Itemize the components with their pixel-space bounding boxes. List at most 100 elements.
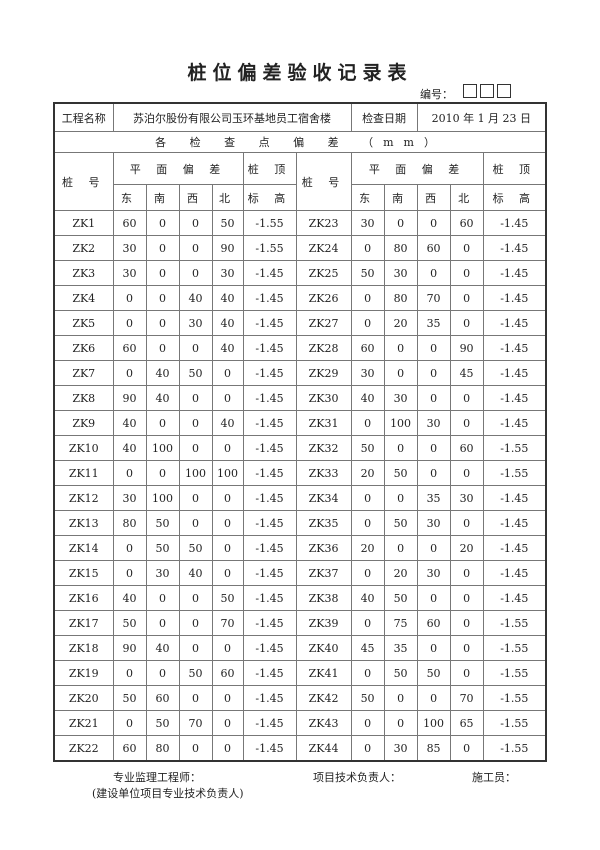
pile-id-cell: ZK4	[53, 285, 114, 311]
east-cell: 20	[350, 535, 385, 561]
elevation-cell: -1.45	[242, 435, 297, 461]
west-cell: 0	[178, 410, 213, 436]
south-cell: 50	[145, 510, 180, 536]
west-cell: 0	[416, 210, 451, 236]
elevation-cell: -1.45	[242, 460, 297, 486]
east-header: 东	[350, 184, 385, 211]
page-title: 桩位偏差验收记录表	[187, 62, 413, 84]
north-cell: 0	[449, 660, 484, 686]
pile-id-cell: ZK14	[53, 535, 114, 561]
pile-id-cell: ZK16	[53, 585, 114, 611]
pile-id-cell: ZK26	[295, 285, 352, 311]
west-cell: 35	[416, 310, 451, 336]
table-row: ZK14 0 50 50 0 -1.45 ZK36 20 0 0 20 -1.45	[53, 535, 547, 561]
table-row: ZK6 60 0 0 40 -1.45 ZK28 60 0 0 90 -1.45	[53, 335, 547, 361]
west-cell: 50	[416, 660, 451, 686]
pile-id-cell: ZK21	[53, 710, 114, 736]
east-cell: 0	[350, 735, 385, 762]
south-cell: 40	[145, 385, 180, 411]
subtitle: 各 检 查 点 偏 差 （mm）	[53, 131, 547, 153]
north-cell: 30	[211, 260, 244, 286]
west-cell: 0	[178, 335, 213, 361]
elevation-cell: -1.45	[242, 635, 297, 661]
elevation-cell: -1.45	[242, 735, 297, 762]
east-cell: 60	[112, 210, 147, 236]
pile-id-cell: ZK9	[53, 410, 114, 436]
north-cell: 0	[449, 460, 484, 486]
pile-id-cell: ZK28	[295, 335, 352, 361]
code-box	[463, 84, 477, 98]
south-cell: 100	[145, 435, 180, 461]
code-box	[497, 84, 511, 98]
pile-id-cell: ZK25	[295, 260, 352, 286]
west-cell: 70	[178, 710, 213, 736]
table-row: ZK4 0 0 40 40 -1.45 ZK26 0 80 70 0 -1.45	[53, 285, 547, 311]
elevation-cell: -1.55	[482, 460, 547, 486]
pile-id-cell: ZK12	[53, 485, 114, 511]
north-cell: 100	[211, 460, 244, 486]
east-cell: 0	[350, 560, 385, 586]
north-cell: 60	[449, 435, 484, 461]
north-cell: 0	[449, 510, 484, 536]
south-cell: 50	[145, 710, 180, 736]
table-row: ZK20 50 60 0 0 -1.45 ZK42 50 0 0 70 -1.55	[53, 685, 547, 711]
table-row: ZK22 60 80 0 0 -1.45 ZK44 0 30 85 0 -1.55	[53, 735, 547, 762]
south-cell: 0	[145, 410, 180, 436]
east-cell: 50	[350, 685, 385, 711]
west-header: 西	[416, 184, 451, 211]
north-cell: 0	[449, 635, 484, 661]
north-cell: 0	[211, 685, 244, 711]
north-cell: 0	[211, 560, 244, 586]
north-cell: 0	[449, 585, 484, 611]
pile-id-cell: ZK19	[53, 660, 114, 686]
north-cell: 0	[211, 385, 244, 411]
south-cell: 0	[145, 260, 180, 286]
plane-header: 平 面 偏 差	[112, 152, 244, 185]
pile-id-cell: ZK29	[295, 360, 352, 386]
south-cell: 75	[383, 610, 418, 636]
south-cell: 50	[383, 660, 418, 686]
south-cell: 0	[145, 610, 180, 636]
table-row: ZK18 90 40 0 0 -1.45 ZK40 45 35 0 0 -1.55	[53, 635, 547, 661]
pile-id-cell: ZK13	[53, 510, 114, 536]
west-cell: 0	[178, 585, 213, 611]
south-header: 南	[145, 184, 180, 211]
east-cell: 0	[112, 360, 147, 386]
pile-id-cell: ZK36	[295, 535, 352, 561]
south-cell: 30	[145, 560, 180, 586]
south-cell: 50	[383, 585, 418, 611]
east-cell: 0	[350, 235, 385, 261]
table-row: ZK11 0 0 100 100 -1.45 ZK33 20 50 0 0 -1.55	[53, 460, 547, 486]
pile-id-cell: ZK39	[295, 610, 352, 636]
east-cell: 0	[350, 410, 385, 436]
elevation-cell: -1.55	[482, 735, 547, 762]
pile-id-cell: ZK7	[53, 360, 114, 386]
west-cell: 0	[416, 385, 451, 411]
south-cell: 100	[383, 410, 418, 436]
pile-id-cell: ZK17	[53, 610, 114, 636]
west-cell: 0	[178, 435, 213, 461]
west-cell: 0	[178, 610, 213, 636]
north-cell: 0	[449, 235, 484, 261]
elevation-header: 标 高	[482, 184, 547, 211]
elevation-cell: -1.55	[242, 210, 297, 236]
west-cell: 60	[416, 235, 451, 261]
west-cell: 0	[178, 635, 213, 661]
south-cell: 50	[383, 510, 418, 536]
builder-label: 施工员：	[472, 771, 516, 784]
east-cell: 40	[350, 585, 385, 611]
pile-id-cell: ZK32	[295, 435, 352, 461]
east-cell: 50	[112, 685, 147, 711]
elevation-cell: -1.45	[482, 535, 547, 561]
east-cell: 45	[350, 635, 385, 661]
elevation-cell: -1.45	[242, 385, 297, 411]
south-cell: 40	[145, 635, 180, 661]
elevation-cell: -1.55	[482, 635, 547, 661]
east-cell: 0	[350, 710, 385, 736]
west-cell: 100	[416, 710, 451, 736]
north-cell: 0	[449, 385, 484, 411]
top-header: 桩 顶	[242, 152, 297, 185]
north-cell: 0	[449, 310, 484, 336]
west-header: 西	[178, 184, 213, 211]
elevation-cell: -1.55	[482, 435, 547, 461]
